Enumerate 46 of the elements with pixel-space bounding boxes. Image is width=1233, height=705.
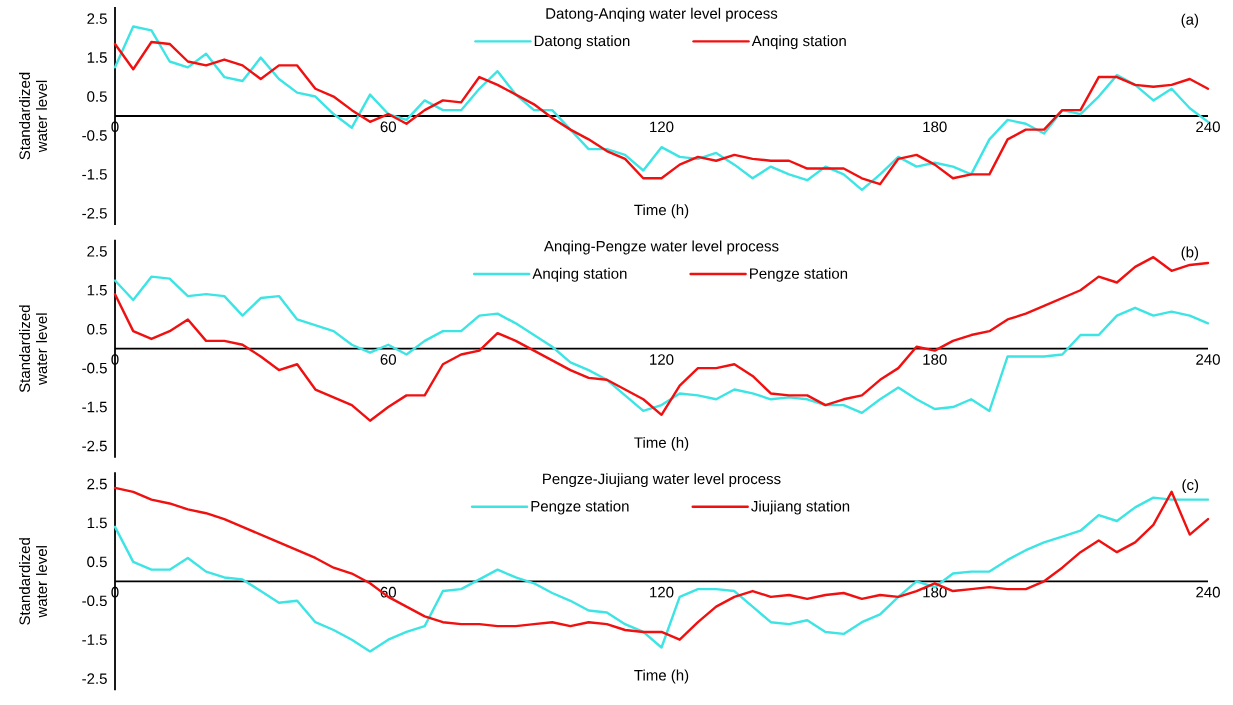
legend-label: Datong station — [534, 35, 630, 50]
x-tick-label: 120 — [650, 121, 674, 133]
legend-label: Anqing station — [532, 267, 627, 282]
legend-label: Anqing station — [751, 35, 846, 50]
y-axis-title: Standardized water level — [19, 305, 48, 393]
y-axis-title: Standardized water level — [19, 538, 48, 625]
x-axis-title: Time (h) — [634, 204, 689, 219]
y-tick-label: 0.5 — [87, 91, 107, 102]
y-tick-label: -0.5 — [82, 130, 107, 141]
y-tick-label: 0.5 — [87, 323, 107, 335]
annotation: (b) — [1181, 246, 1199, 261]
x-tick-label: 180 — [923, 354, 947, 365]
y-tick-label: 2.5 — [87, 246, 107, 257]
y-tick-label: -2.5 — [82, 673, 107, 684]
chart-title: Datong-Anqing water level process — [546, 7, 778, 22]
legend-label: Pengze station — [750, 267, 848, 282]
y-tick-label: -0.5 — [82, 362, 107, 374]
x-axis-title: Time (h) — [634, 436, 689, 451]
chart-title: Pengze-Jiujiang water level process — [543, 473, 781, 488]
y-tick-label: 2.5 — [87, 13, 107, 24]
legend-label: Pengze station — [531, 500, 629, 515]
annotation: (a) — [1181, 13, 1199, 28]
y-tick-label: -1.5 — [82, 401, 107, 413]
y-axis-title: Standardized water level — [19, 72, 48, 160]
y-tick-label: -0.5 — [82, 595, 107, 607]
x-tick-label: 240 — [1196, 586, 1220, 598]
y-tick-label: 1.5 — [87, 285, 107, 296]
y-tick-label: 2.5 — [87, 478, 107, 490]
y-tick-label: -1.5 — [82, 169, 107, 180]
x-tick-label: 60 — [380, 121, 396, 133]
legend-label: Jiujiang station — [751, 500, 850, 515]
annotation: (c) — [1182, 479, 1199, 494]
x-tick-label: 240 — [1196, 121, 1220, 133]
y-tick-label: 1.5 — [87, 52, 107, 63]
y-tick-label: -2.5 — [82, 440, 107, 452]
x-tick-label: 120 — [650, 354, 674, 365]
y-tick-label: 1.5 — [87, 517, 107, 529]
x-tick-label: 180 — [923, 121, 947, 133]
chart-title: Anqing-Pengze water level process — [543, 240, 779, 255]
x-tick-label: 60 — [380, 354, 396, 365]
y-tick-label: 0.5 — [87, 556, 107, 568]
x-tick-label: 240 — [1196, 354, 1220, 365]
y-tick-label: -1.5 — [82, 634, 107, 645]
x-axis-title: Time (h) — [634, 669, 689, 684]
y-tick-label: -2.5 — [82, 208, 107, 219]
x-tick-label: 120 — [650, 586, 674, 598]
